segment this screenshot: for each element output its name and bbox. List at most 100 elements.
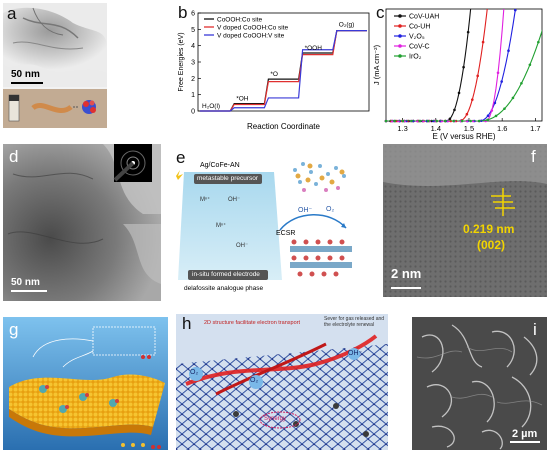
- x-tick-label: 1.3: [397, 124, 407, 133]
- chart-b: 0 1 2 3 4 5 6 Free Energies (eV) Reaction Coordi…: [178, 11, 370, 131]
- data-point: [511, 96, 515, 100]
- data-point: [465, 112, 469, 116]
- data-point: [462, 65, 465, 69]
- legend-marker: [398, 44, 402, 48]
- side-text: Sever for gas released and the electroly…: [324, 316, 385, 328]
- chart-c: 1.3 1.4 1.5 1.6 1.7 E (V versus RHE) J (mA cm⁻…: [372, 8, 543, 141]
- data-point: [435, 119, 439, 123]
- panel-i-sem-image: [412, 317, 547, 450]
- panel-a-tem-image: [3, 3, 107, 128]
- data-point: [427, 119, 430, 123]
- series-line: [386, 9, 516, 121]
- y-tick-label: 2: [191, 76, 195, 83]
- panel-e: e Ag/CoFe-AN metastable precursor in-sit…: [170, 150, 356, 298]
- data-point: [401, 119, 405, 123]
- data-point: [443, 119, 447, 123]
- data-point: [393, 119, 396, 123]
- m-ion-label: Mⁿ⁺: [216, 223, 227, 229]
- box1-label: metastable precursor: [197, 175, 259, 182]
- data-point: [486, 118, 489, 122]
- oh-label: OH⁻: [298, 207, 313, 214]
- data-point: [481, 40, 485, 44]
- panel-h: h 2D structure facilitate electron trans…: [176, 314, 388, 450]
- data-point: [477, 119, 481, 123]
- step-label: *OOH: [305, 45, 323, 52]
- data-point: [470, 98, 474, 101]
- legend-entry: CoOOH:Co site: [217, 17, 263, 24]
- panel-a: a 50 nm: [3, 3, 107, 128]
- scale-bar-label: 50 nm: [11, 69, 40, 80]
- panel-d: d 50 nm: [3, 144, 161, 301]
- panel-label-c: c: [376, 3, 385, 22]
- legend-marker: [398, 54, 402, 58]
- series-line: [386, 9, 488, 121]
- panel-label-d: d: [9, 147, 19, 166]
- y-axis-label: Free Energies (eV): [178, 32, 185, 91]
- y-tick-label: 3: [191, 60, 195, 67]
- step-label: H₂O(l): [202, 103, 220, 110]
- o2-label-left: O₂: [190, 369, 199, 376]
- data-point: [528, 63, 532, 67]
- panel-h-illustration: [176, 314, 388, 450]
- data-point: [410, 119, 413, 123]
- data-point: [493, 101, 497, 105]
- series-line: [386, 9, 472, 121]
- panel-g-illustration: [3, 317, 168, 450]
- legend-entry: V₂O₅: [409, 34, 425, 41]
- y-tick-label: 4: [191, 43, 195, 50]
- legend-entry: V doped CoOOH:Co site: [217, 25, 289, 32]
- data-point: [384, 119, 388, 123]
- scale-bar-label: 2 µm: [512, 428, 538, 440]
- panel-label-a: a: [7, 4, 17, 23]
- lattice-plane: (002): [477, 238, 506, 252]
- panel-c: c 1.3 1.4 1.5 1.6 1.7 E (V versus RHE) J (mA c…: [370, 3, 548, 143]
- panel-label-f: f: [531, 147, 536, 166]
- synergy-label: Synergy: [264, 416, 287, 422]
- legend-marker: [398, 24, 402, 28]
- scale-bar-label: 50 nm: [11, 277, 40, 288]
- data-point: [507, 49, 510, 53]
- legend-entry: Co-UH: [409, 24, 430, 31]
- x-tick-label: 1.6: [497, 124, 507, 133]
- data-point: [537, 40, 540, 44]
- data-point: [460, 119, 464, 123]
- panel-i: i 2 µm: [412, 317, 547, 450]
- x-tick-label: 1.5: [464, 124, 474, 133]
- data-point: [457, 91, 461, 95]
- data-point: [494, 114, 498, 118]
- lattice-spacing: 0.219 nm: [463, 222, 515, 236]
- y-tick-label: 0: [191, 109, 195, 116]
- ecsr-label: ECSR: [276, 230, 296, 237]
- panel-b: b 0 1 2 3 4 5 6 Free Energies (eV) Reaction Coor…: [174, 3, 374, 133]
- data-point: [476, 74, 479, 78]
- o2-label-center: O₂: [250, 377, 259, 384]
- panel-e-schematic: [176, 162, 352, 280]
- hydroxide-label: OH⁻: [228, 197, 241, 203]
- x-axis-label: Reaction Coordinate: [247, 122, 320, 131]
- legend-entry: CoV-C: [409, 44, 430, 51]
- data-point: [500, 80, 503, 83]
- x-tick-label: 1.4: [431, 124, 441, 133]
- series-line: [200, 30, 367, 112]
- data-point: [466, 30, 470, 34]
- panel-g: g: [3, 317, 168, 450]
- top-text: 2D structure facilitate electron transpo…: [204, 320, 300, 326]
- hydroxide-label: OH⁻: [236, 243, 249, 249]
- x-axis-label: E (V versus RHE): [432, 132, 495, 141]
- data-point: [418, 119, 422, 123]
- data-point: [513, 8, 517, 12]
- bottom-label: delafossite analogue phase: [184, 285, 264, 292]
- data-point: [503, 107, 506, 110]
- y-tick-label: 6: [191, 11, 195, 18]
- box2-label: in-situ formed electrode: [192, 271, 260, 278]
- data-point: [453, 108, 456, 112]
- data-point: [520, 82, 523, 85]
- panel-f-hrtem-image: [383, 144, 547, 297]
- series-line: [200, 30, 367, 112]
- legend-marker: [398, 34, 402, 38]
- panel-label-b: b: [178, 3, 188, 22]
- legend-entry: V doped CoOOH:V site: [217, 33, 285, 40]
- series-line: [386, 9, 505, 121]
- step-label: *OH: [236, 96, 249, 103]
- legend-entry: IrO₂: [409, 54, 422, 61]
